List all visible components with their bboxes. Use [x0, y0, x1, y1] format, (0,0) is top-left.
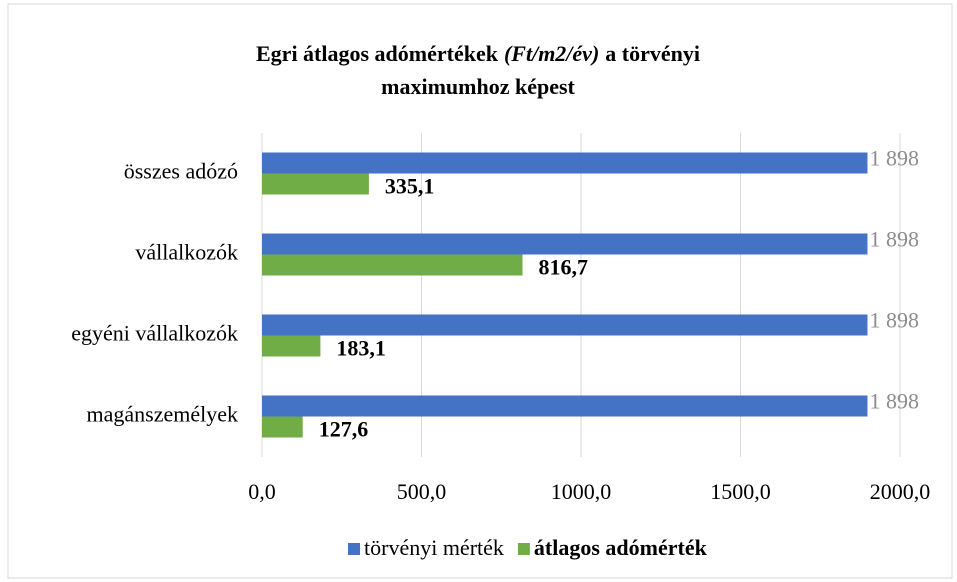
y-tick-label: magánszemélyek	[87, 402, 239, 427]
value-label: 183,1	[336, 336, 386, 361]
value-label: 816,7	[539, 255, 589, 280]
legend-swatch	[517, 543, 530, 555]
bar	[262, 173, 369, 195]
bar	[262, 314, 868, 336]
x-tick-label: 0,0	[248, 479, 276, 504]
bar	[262, 395, 868, 417]
chart-title: maximumhoz képest	[381, 74, 575, 99]
x-tick-label: 500,0	[397, 479, 447, 504]
title-part: a törvényi	[605, 41, 700, 66]
y-tick-label: egyéni vállalkozók	[71, 321, 238, 346]
value-label: 127,6	[319, 417, 369, 442]
bar	[262, 233, 868, 255]
x-tick-label: 2000,0	[870, 479, 931, 504]
bar	[262, 254, 523, 276]
y-tick-label: vállalkozók	[135, 240, 238, 265]
y-tick-label: összes adózó	[124, 159, 238, 184]
bar	[262, 416, 303, 438]
bar	[262, 152, 868, 174]
x-tick-label: 1500,0	[710, 479, 771, 504]
legend-label: törvényi mérték	[364, 535, 504, 560]
chart-border	[7, 3, 953, 579]
value-label: 335,1	[385, 174, 435, 199]
value-label: 1 898	[869, 146, 919, 171]
legend-label: átlagos adómérték	[534, 535, 708, 560]
title-part: Egri átlagos adómértékek	[256, 41, 499, 66]
x-tick-label: 1000,0	[551, 479, 612, 504]
chart-title: Egri átlagos adómértékek (Ft/m2/év) a törv…	[256, 41, 700, 66]
bar	[262, 335, 321, 357]
value-label: 1 898	[869, 389, 919, 414]
legend-swatch	[348, 543, 360, 555]
value-label: 1 898	[869, 308, 919, 333]
title-part: (Ft/m2/év)	[504, 41, 599, 66]
value-label: 1 898	[869, 227, 919, 252]
